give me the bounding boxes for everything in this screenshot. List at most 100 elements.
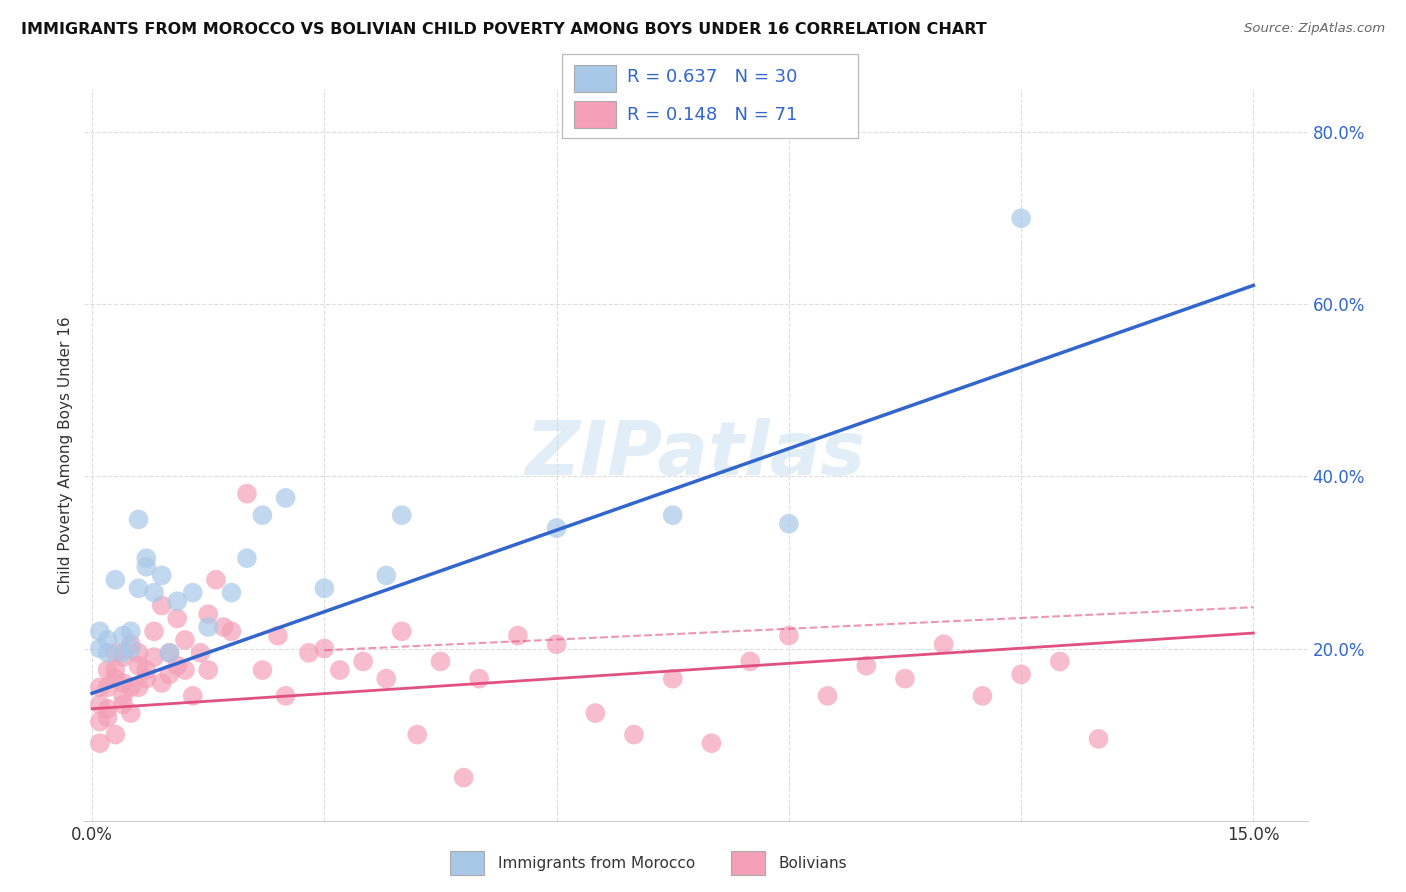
Point <box>97 663 120 677</box>
Point <box>205 573 228 587</box>
Point <box>150 568 173 582</box>
Point <box>221 624 243 639</box>
Point <box>159 646 181 660</box>
Point <box>135 672 157 686</box>
Point <box>128 512 150 526</box>
Point <box>236 551 259 566</box>
Point <box>661 672 683 686</box>
Point <box>89 624 111 639</box>
Point <box>236 486 259 500</box>
Point <box>1049 655 1071 669</box>
Point <box>166 658 188 673</box>
Point <box>120 624 142 639</box>
Point <box>104 728 127 742</box>
Point <box>932 637 955 651</box>
Point <box>197 607 219 621</box>
Text: R = 0.148   N = 71: R = 0.148 N = 71 <box>627 105 797 123</box>
Point <box>135 559 157 574</box>
Point <box>104 672 127 686</box>
Point <box>181 585 204 599</box>
Point <box>1087 731 1109 746</box>
Point <box>375 672 398 686</box>
Point <box>104 663 127 677</box>
Point <box>166 594 188 608</box>
Point <box>252 508 274 523</box>
Point <box>661 508 683 523</box>
Point <box>212 620 235 634</box>
Point <box>120 706 142 720</box>
Point <box>120 680 142 694</box>
Point <box>166 611 188 625</box>
Point <box>128 658 150 673</box>
Point <box>221 585 243 599</box>
Point <box>453 771 475 785</box>
Point <box>89 736 111 750</box>
Point <box>429 655 451 669</box>
Text: Bolivians: Bolivians <box>779 855 848 871</box>
Point <box>314 582 336 596</box>
Text: Immigrants from Morocco: Immigrants from Morocco <box>498 855 695 871</box>
Point <box>391 624 413 639</box>
Point <box>112 650 135 665</box>
Point <box>583 706 606 720</box>
Text: IMMIGRANTS FROM MOROCCO VS BOLIVIAN CHILD POVERTY AMONG BOYS UNDER 16 CORRELATIO: IMMIGRANTS FROM MOROCCO VS BOLIVIAN CHIL… <box>21 22 987 37</box>
Point <box>375 568 398 582</box>
Point <box>89 641 111 656</box>
Point <box>778 629 800 643</box>
Point <box>778 516 800 531</box>
Point <box>468 672 491 686</box>
Point <box>89 680 111 694</box>
Point <box>128 582 150 596</box>
Bar <box>450 851 484 875</box>
Point <box>817 689 839 703</box>
Point <box>623 728 645 742</box>
Point <box>97 680 120 694</box>
Point <box>546 637 568 651</box>
Point <box>143 585 166 599</box>
Point <box>406 728 429 742</box>
Point <box>159 646 181 660</box>
Bar <box>574 101 616 128</box>
Point <box>352 655 374 669</box>
Point <box>1010 667 1032 681</box>
Point <box>181 689 204 703</box>
Y-axis label: Child Poverty Among Boys Under 16: Child Poverty Among Boys Under 16 <box>58 316 73 594</box>
Text: ZIPatlas: ZIPatlas <box>526 418 866 491</box>
Point <box>135 663 157 677</box>
Point <box>740 655 762 669</box>
Point <box>97 710 120 724</box>
Point <box>89 714 111 729</box>
Bar <box>731 851 765 875</box>
Point <box>150 599 173 613</box>
Point <box>972 689 994 703</box>
Point <box>112 629 135 643</box>
Point <box>174 663 197 677</box>
Point <box>329 663 352 677</box>
Point <box>112 676 135 690</box>
Point <box>197 620 219 634</box>
Point <box>120 641 142 656</box>
Point <box>159 667 181 681</box>
Point <box>97 702 120 716</box>
Point <box>267 629 290 643</box>
Point <box>89 698 111 712</box>
Point <box>120 637 142 651</box>
Point <box>197 663 219 677</box>
Point <box>298 646 321 660</box>
Point <box>391 508 413 523</box>
Point <box>104 573 127 587</box>
Text: R = 0.637   N = 30: R = 0.637 N = 30 <box>627 69 797 87</box>
Point <box>855 658 877 673</box>
Point <box>112 698 135 712</box>
Point <box>894 672 917 686</box>
Point <box>112 646 135 660</box>
Point <box>252 663 274 677</box>
Point <box>97 646 120 660</box>
Point <box>128 680 150 694</box>
Point <box>274 491 297 505</box>
Text: Source: ZipAtlas.com: Source: ZipAtlas.com <box>1244 22 1385 36</box>
Point <box>150 676 173 690</box>
Point <box>143 650 166 665</box>
Point <box>274 689 297 703</box>
Point <box>112 689 135 703</box>
